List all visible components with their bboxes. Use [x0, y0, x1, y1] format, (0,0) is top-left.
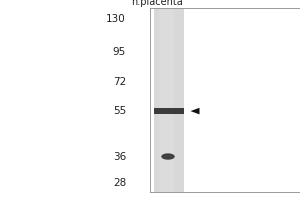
Text: 28: 28: [113, 178, 126, 188]
Text: 55: 55: [113, 106, 126, 116]
Text: h.placenta: h.placenta: [132, 0, 183, 7]
Text: 36: 36: [113, 152, 126, 162]
Polygon shape: [190, 108, 200, 114]
Bar: [154, 8, 184, 192]
Text: 130: 130: [106, 14, 126, 24]
Bar: [154, 108, 184, 114]
Text: 95: 95: [113, 47, 126, 57]
Bar: [159, 8, 174, 192]
Ellipse shape: [161, 153, 175, 160]
Text: 72: 72: [113, 77, 126, 87]
